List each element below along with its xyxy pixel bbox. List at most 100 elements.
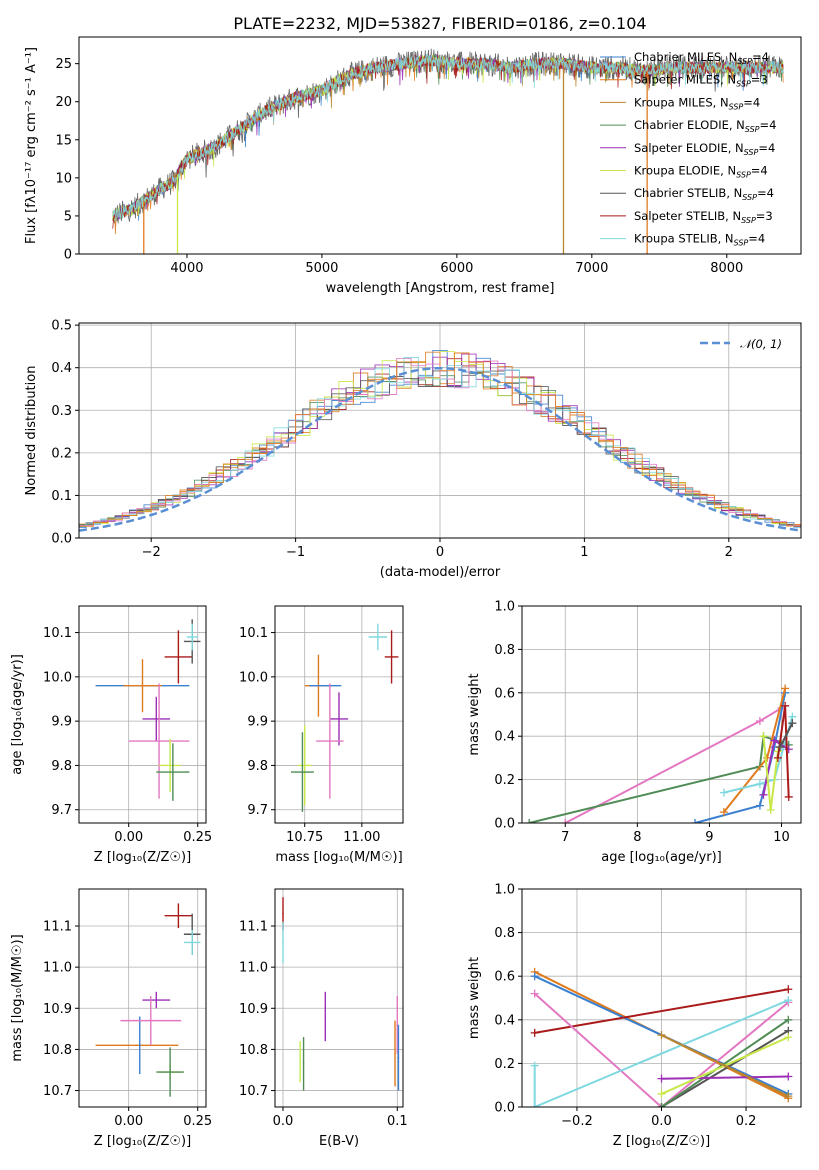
data-point [299,1060,301,1063]
data-point [169,764,171,767]
plus-marker [530,1061,539,1070]
y-tick-label: 10.7 [43,1084,72,1099]
plus-marker [691,819,700,823]
y-tick-label: 1.0 [494,600,515,615]
y-tick-label: 10.7 [239,1084,268,1099]
y-tick-label: 0.4 [494,730,515,745]
axes-mass-vs-Z [79,889,206,1107]
y-tick-label: 0.8 [494,643,515,658]
x-tick-label: 11.00 [343,830,380,845]
y-axis-label: mass weight [467,673,482,755]
data-point [338,718,340,720]
weight-series-5 [660,1029,789,1107]
legend: 𝒩(0, 1) [700,337,782,351]
axes-weight-vs-Z [522,888,801,1108]
data-point [396,1023,399,1026]
frame-spectrum: 4000 5000 6000 7000 8000 0 5 10 15 20 25 wavelength… [24,36,802,296]
plus-marker [657,1031,666,1040]
data-point [282,941,284,944]
data-point [329,740,331,742]
frame-age-vs-mass: 10.75 11.00 9.7 9.8 9.9 10.0 10.1 mass [log₁₀(M… [239,605,404,865]
legend-entry: Salpeter STELIB, NSSP=3 [634,209,773,225]
weight-series-6 [660,1018,789,1107]
plus-marker [770,736,779,745]
x-axis-label: mass [log₁₀(M/M☉)] [275,850,402,865]
y-tick-label: 5 [64,209,72,224]
frame-weight-vs-age: 7 8 9 10 0.0 0.2 0.4 0.6 0.8 1.0 age [log₁₀(age/yr… [467,600,802,865]
weight-series-3 [723,688,787,813]
marks-weight-vs-Z [530,967,793,1107]
y-axis-label: mass [log₁₀(M/M☉)] [10,934,25,1061]
x-tick-label: −2 [142,545,161,560]
x-tick-label: 5000 [305,261,338,276]
y-axis-label: Normed distribution [24,366,39,496]
y-tick-label: 0.6 [494,686,515,701]
x-tick-label: 7000 [575,261,608,276]
y-tick-label: 0.5 [51,319,72,334]
y-tick-label: 10.9 [239,1002,268,1017]
axes-frame [274,888,404,1108]
marks-age-vs-Z [95,619,201,801]
y-axis-label: mass weight [467,957,482,1039]
data-point [397,1056,400,1059]
x-axis-label: Z [log₁₀(Z/Z☉)] [94,850,191,865]
plus-marker [784,1072,793,1081]
x-axis-label: E(B-V) [319,1134,359,1149]
plus-marker [784,792,793,801]
x-tick-label: 0.25 [183,1114,212,1129]
x-tick-label: 0.2 [736,1114,757,1129]
weight-series-9 [661,1034,789,1098]
x-axis-label: Z [log₁₀(Z/Z☉)] [613,1134,710,1149]
plus-marker [719,808,728,817]
weight-series-4 [533,999,789,1107]
x-tick-label: 10.75 [286,830,323,845]
y-tick-label: 0.1 [51,489,72,504]
y-tick-label: 11.1 [239,920,268,935]
marks-mass-vs-Z [95,903,201,1097]
x-tick-label: −0.2 [561,1114,593,1129]
data-point [301,771,304,773]
y-tick-label: 0.4 [51,361,72,376]
x-tick-label: 6000 [440,261,473,276]
y-tick-label: 25 [55,57,72,72]
plus-marker [773,753,782,762]
data-point [138,1044,141,1047]
y-tick-label: 9.9 [51,715,72,730]
y-tick-label: 0.0 [51,532,72,547]
data-point [136,1044,138,1047]
x-tick-label: 0.25 [183,830,212,845]
plus-marker [657,1074,666,1083]
data-point [177,914,180,917]
legend-entry: Kroupa ELODIE, NSSP=4 [634,164,768,180]
weight-series-3 [534,992,789,1107]
y-tick-label: 1.0 [494,883,515,898]
plus-marker [784,1015,793,1024]
y-tick-label: 9.7 [51,803,72,818]
y-tick-label: 11.0 [43,961,72,976]
histogram-series-8 [79,357,801,528]
x-tick-label: 2 [725,545,733,560]
frame-mass-vs-ebv: 0.0 0.1 10.7 10.8 10.9 11.0 11.1 E(B-V) [239,888,408,1149]
marks-weight-vs-age [525,684,797,823]
plus-marker [776,743,785,752]
y-tick-label: 10.1 [43,626,72,641]
x-axis-label: wavelength [Angstrom, rest frame] [326,281,555,296]
legend-entry: Salpeter ELODIE, NSSP=4 [634,141,775,157]
y-tick-label: 10.0 [239,670,268,685]
x-tick-label: 0.0 [273,1114,294,1129]
x-tick-label: 4000 [170,261,203,276]
y-tick-label: 0.0 [494,817,515,832]
y-tick-label: 0.2 [494,773,515,788]
y-axis-label: Flux [fλ10⁻¹⁷ erg cm⁻² s⁻¹ A⁻¹] [24,47,39,244]
y-tick-label: 0.8 [494,926,515,941]
plus-marker [784,985,793,994]
plus-marker [755,717,764,726]
legend-entry: Kroupa MILES, NSSP=4 [634,95,760,111]
x-tick-label: 0.1 [387,1114,408,1129]
plus-marker [657,1089,666,1098]
data-point [155,718,158,720]
x-tick-label: 7 [561,830,569,845]
plus-marker [784,996,793,1005]
y-tick-label: 0 [64,248,72,263]
